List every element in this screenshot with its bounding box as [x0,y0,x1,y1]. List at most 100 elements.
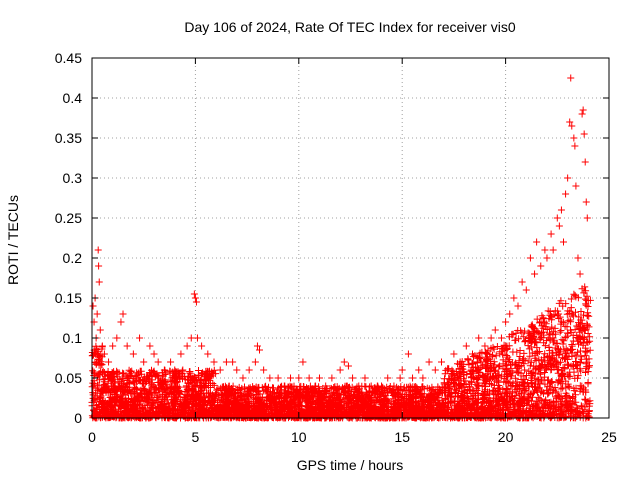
data-point [233,366,241,374]
y-axis-label: ROTI / TECUs [5,195,21,285]
data-point [204,350,212,358]
data-point [198,342,206,350]
data-point [239,374,247,382]
data-point [506,310,514,318]
data-point [140,358,148,366]
x-tick-label: 10 [291,429,307,445]
data-point [192,298,200,306]
data-point [384,374,392,382]
data-point [502,318,510,326]
data-point [95,262,103,270]
data-point [549,246,557,254]
data-point [431,366,439,374]
x-tick-label: 15 [394,429,410,445]
data-point [396,374,404,382]
data-point [580,130,588,138]
data-point [510,294,518,302]
data-point [425,358,433,366]
data-point [497,334,505,342]
data-point [579,106,587,114]
data-point [119,310,127,318]
chart-title: Day 106 of 2024, Rate Of TEC Index for r… [184,19,515,35]
data-point [266,374,274,382]
data-point [251,358,259,366]
data-point [547,230,555,238]
data-point [295,374,303,382]
data-point [578,110,586,118]
data-point [256,346,264,354]
data-point [187,334,195,342]
data-point [450,350,458,358]
y-tick-label: 0.2 [63,250,83,266]
data-point [245,366,253,374]
data-point [541,246,549,254]
data-point [93,310,101,318]
y-tick-label: 0.4 [63,90,83,106]
data-point [531,270,539,278]
data-point [487,334,495,342]
data-point [567,74,575,82]
data-point [150,350,158,358]
data-point [287,374,295,382]
data-point [555,222,563,230]
x-tick-label: 5 [192,429,200,445]
data-point [415,366,423,374]
x-tick-label: 25 [601,429,617,445]
x-tick-label: 20 [498,429,514,445]
data-point [562,190,570,198]
data-point [222,358,230,366]
data-point [190,290,198,298]
data-point [462,342,470,350]
data-point [336,366,344,374]
data-point [146,342,154,350]
data-point [183,342,191,350]
data-point [518,278,526,286]
y-tick-label: 0.45 [55,50,82,66]
data-point [574,254,582,262]
y-tick-label: 0.25 [55,210,82,226]
data-point [572,182,580,190]
data-point [344,362,352,370]
data-point [315,374,323,382]
data-point [560,238,568,246]
data-point [154,358,162,366]
data-point [564,174,572,182]
data-point [475,334,483,342]
data-point [522,286,530,294]
y-tick-label: 0 [74,410,82,426]
x-axis-label: GPS time / hours [297,457,404,473]
data-point [409,374,417,382]
data-point [105,358,113,366]
data-point [95,278,103,286]
data-point [123,342,131,350]
data-point [210,358,218,366]
data-points [88,74,594,422]
data-point [129,350,137,358]
data-point [305,374,313,382]
data-point [543,254,551,262]
data-point [340,358,348,366]
y-tick-label: 0.3 [63,170,83,186]
data-point [526,254,534,262]
data-point [537,262,545,270]
data-point [533,238,541,246]
data-point [481,342,489,350]
data-point [136,334,144,342]
data-point [191,294,199,302]
data-point [113,334,121,342]
data-point [566,118,574,126]
data-point [570,134,578,142]
y-tick-label: 0.15 [55,290,82,306]
data-point [89,302,97,310]
y-tick-label: 0.05 [55,370,82,386]
data-point [491,326,499,334]
data-point [398,366,406,374]
data-point [568,122,576,130]
data-point [514,302,522,310]
data-point [349,374,357,382]
data-point [328,374,336,382]
data-point [117,318,125,326]
data-point [94,246,102,254]
x-tick-label: 0 [88,429,96,445]
